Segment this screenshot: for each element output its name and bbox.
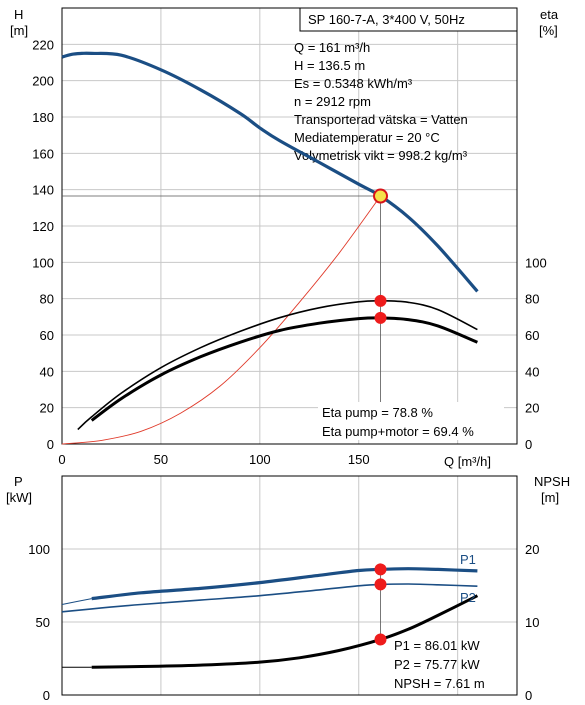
info-flow: Q = 161 m³/h bbox=[294, 40, 370, 55]
top-right-axis-label-2: [%] bbox=[539, 23, 558, 38]
top-right-ticks: 0 20 40 60 80 100 bbox=[525, 255, 547, 452]
bottom-right-tick-label: 20 bbox=[525, 542, 539, 557]
top-right-tick-label: 40 bbox=[525, 364, 539, 379]
top-left-tick-label: 20 bbox=[40, 401, 54, 416]
top-right-tick-label: 100 bbox=[525, 255, 547, 270]
npsh-value-label: NPSH = 7.61 m bbox=[394, 676, 485, 691]
top-left-tick-label: 140 bbox=[32, 183, 54, 198]
eta-pump-label: Eta pump = 78.8 % bbox=[322, 405, 433, 420]
info-density: Volymetrisk vikt = 998.2 kg/m³ bbox=[294, 148, 468, 163]
head-efficiency-panel: H [m] eta [%] Q [m³/h] 0 20 40 60 80 100 120 14… bbox=[10, 7, 559, 469]
top-left-axis-label-1: H bbox=[14, 7, 23, 22]
top-left-tick-label: 120 bbox=[32, 219, 54, 234]
power-npsh-panel: P [kW] NPSH [m] 0 50 100 0 10 20 P1 P2 P1 = … bbox=[6, 474, 570, 703]
top-left-tick-label: 80 bbox=[40, 292, 54, 307]
top-grid bbox=[62, 8, 517, 444]
bottom-left-ticks: 0 50 100 bbox=[28, 542, 50, 703]
top-left-tick-label: 220 bbox=[32, 37, 54, 52]
bottom-left-tick-label: 100 bbox=[28, 542, 50, 557]
chart-title: SP 160-7-A, 3*400 V, 50Hz bbox=[308, 12, 465, 27]
p1-marker bbox=[374, 563, 387, 576]
p2-curve bbox=[61, 583, 478, 613]
info-speed: n = 2912 rpm bbox=[294, 94, 371, 109]
bottom-left-tick-label: 0 bbox=[43, 688, 50, 703]
bottom-right-axis-label-1: NPSH bbox=[534, 474, 570, 489]
p2-marker bbox=[374, 578, 387, 591]
p2-value-label: P2 = 75.77 kW bbox=[394, 657, 480, 672]
info-liquid: Transporterad vätska = Vatten bbox=[294, 112, 468, 127]
top-right-tick-label: 0 bbox=[525, 437, 532, 452]
info-specific-energy: Es = 0.5348 kWh/m³ bbox=[294, 76, 413, 91]
top-left-tick-label: 160 bbox=[32, 146, 54, 161]
eta-pump-motor-curve bbox=[90, 316, 478, 422]
bottom-left-axis-label-2: [kW] bbox=[6, 490, 32, 505]
p2-series-label: P2 bbox=[460, 590, 476, 605]
eta-pump-curve bbox=[77, 299, 478, 431]
eta-total-label: Eta pump+motor = 69.4 % bbox=[322, 424, 474, 439]
top-x-ticks: 0 50 100 150 bbox=[58, 452, 369, 467]
top-x-tick-label: 100 bbox=[249, 452, 271, 467]
bottom-plot-frame bbox=[61, 475, 518, 696]
top-right-tick-label: 60 bbox=[525, 328, 539, 343]
top-left-tick-label: 200 bbox=[32, 74, 54, 89]
bottom-left-tick-label: 50 bbox=[36, 615, 50, 630]
top-left-tick-label: 100 bbox=[32, 255, 54, 270]
top-right-axis-label-1: eta bbox=[540, 7, 559, 22]
bottom-right-ticks: 0 10 20 bbox=[525, 542, 539, 703]
top-right-tick-label: 80 bbox=[525, 292, 539, 307]
system-curve bbox=[61, 195, 381, 445]
bottom-grid bbox=[62, 476, 517, 695]
p1-curve bbox=[91, 567, 478, 601]
eta-total-marker bbox=[374, 311, 387, 324]
bottom-left-axis-label-1: P bbox=[14, 474, 23, 489]
eta-label-background bbox=[318, 402, 504, 440]
p1-value-label: P1 = 86.01 kW bbox=[394, 638, 480, 653]
p1-curve-extension bbox=[61, 598, 92, 605]
info-head: H = 136.5 m bbox=[294, 58, 365, 73]
top-left-ticks: 0 20 40 60 80 100 120 140 160 180 200 220 bbox=[32, 37, 54, 452]
head-curve bbox=[61, 51, 479, 293]
eta-pump-marker bbox=[374, 294, 387, 307]
top-left-tick-label: 180 bbox=[32, 110, 54, 125]
top-left-tick-label: 40 bbox=[40, 364, 54, 379]
top-x-tick-label: 50 bbox=[154, 452, 168, 467]
top-x-tick-label: 150 bbox=[348, 452, 370, 467]
top-x-axis-label: Q [m³/h] bbox=[444, 454, 491, 469]
top-left-axis-label-2: [m] bbox=[10, 23, 28, 38]
bottom-right-tick-label: 0 bbox=[525, 688, 532, 703]
top-plot-frame bbox=[61, 7, 518, 445]
npsh-curve bbox=[91, 594, 479, 669]
bottom-right-tick-label: 10 bbox=[525, 615, 539, 630]
chart-title-box bbox=[299, 7, 518, 32]
info-temperature: Mediatemperatur = 20 °C bbox=[294, 130, 440, 145]
duty-point-marker bbox=[373, 188, 388, 204]
top-left-tick-label: 60 bbox=[40, 328, 54, 343]
p1-series-label: P1 bbox=[460, 552, 476, 567]
top-x-tick-label: 0 bbox=[58, 452, 65, 467]
top-left-tick-label: 0 bbox=[47, 437, 54, 452]
bottom-right-axis-label-2: [m] bbox=[541, 490, 559, 505]
top-right-tick-label: 20 bbox=[525, 401, 539, 416]
npsh-marker bbox=[374, 633, 387, 646]
